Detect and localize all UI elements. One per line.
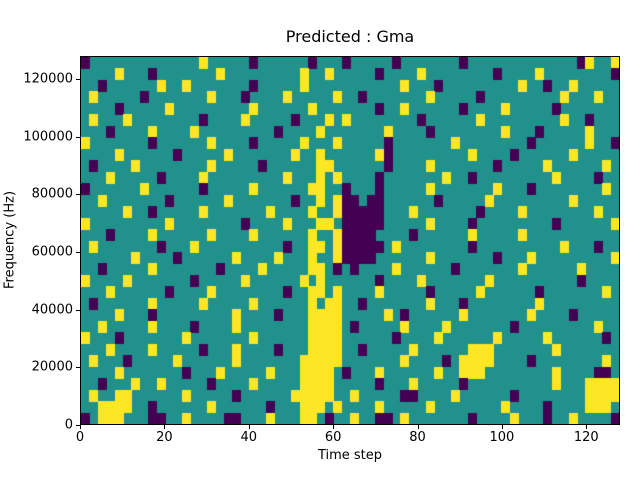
x-tick-mark	[586, 425, 588, 429]
y-tick-label: 60000	[31, 244, 73, 260]
y-tick-mark	[76, 194, 80, 196]
x-tick-mark	[501, 425, 503, 429]
y-tick-mark	[76, 367, 80, 369]
x-tick-label: 20	[156, 430, 173, 445]
x-tick-label: 120	[573, 430, 599, 445]
y-tick-mark	[76, 309, 80, 311]
y-tick-label: 20000	[31, 359, 73, 375]
y-tick-label: 80000	[31, 186, 73, 202]
heatmap-canvas	[81, 57, 619, 424]
x-tick-mark	[248, 425, 250, 429]
y-tick-mark	[76, 136, 80, 138]
y-tick-mark	[76, 79, 80, 81]
y-tick-label: 100000	[23, 129, 73, 145]
y-tick-label: 120000	[23, 71, 73, 87]
x-axis-label: Time step	[317, 448, 383, 463]
x-tick-label: 60	[324, 430, 342, 445]
x-tick-label: 100	[489, 430, 515, 445]
x-tick-label: 80	[409, 430, 426, 445]
x-tick-label: 0	[75, 430, 85, 445]
y-tick-label: 0	[64, 417, 73, 433]
x-tick-mark	[80, 425, 81, 429]
y-tick-mark	[76, 425, 80, 426]
heatmap-plot-area	[80, 56, 620, 425]
y-tick-label: 40000	[31, 302, 73, 318]
x-tick-mark	[164, 425, 166, 429]
x-tick-label: 40	[240, 430, 258, 445]
chart-title: Predicted : Gma	[285, 27, 415, 46]
y-tick-mark	[76, 252, 80, 254]
y-axis-label: Frequency (Hz)	[2, 190, 18, 290]
x-tick-mark	[333, 425, 335, 429]
x-tick-mark	[417, 425, 419, 429]
